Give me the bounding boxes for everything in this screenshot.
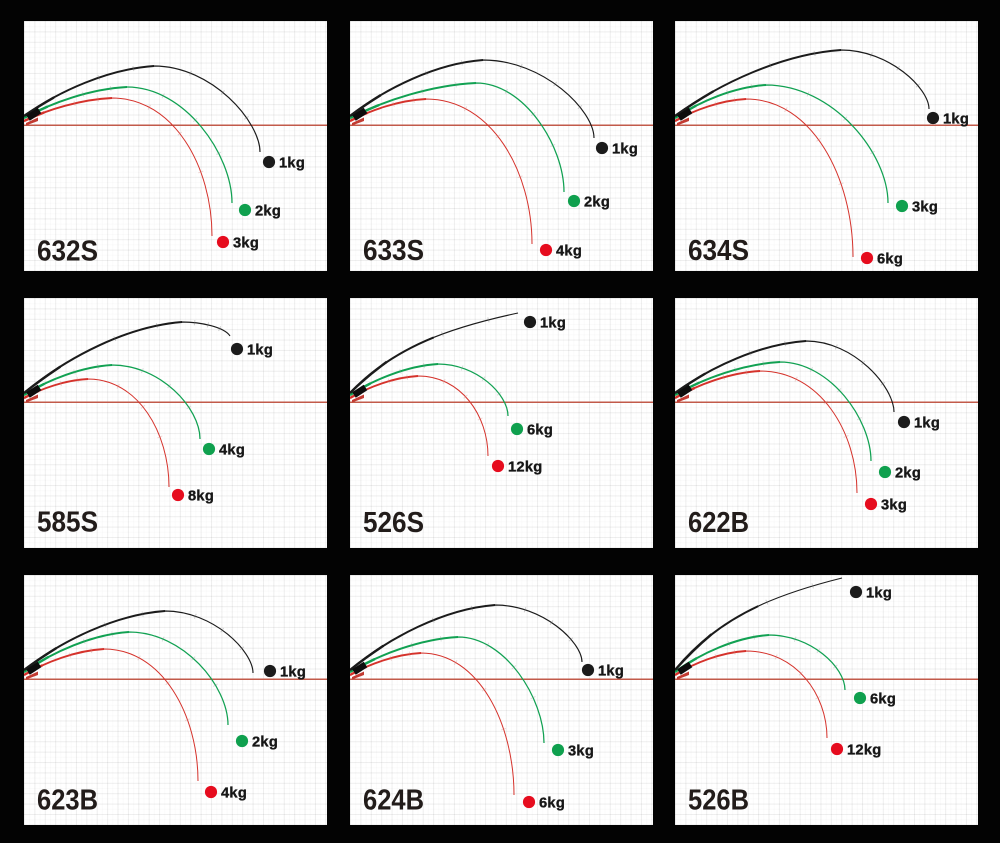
svg-text:3kg: 3kg [881,497,907,513]
svg-text:1kg: 1kg [540,315,566,331]
svg-text:12kg: 12kg [847,742,881,758]
svg-text:4kg: 4kg [556,243,582,259]
svg-text:623B: 623B [37,785,98,817]
svg-text:2kg: 2kg [584,194,610,210]
svg-text:3kg: 3kg [912,199,938,215]
svg-text:1kg: 1kg [280,664,306,680]
svg-text:2kg: 2kg [255,203,281,219]
svg-text:2kg: 2kg [252,734,278,750]
svg-text:622B: 622B [688,507,749,539]
svg-text:1kg: 1kg [866,585,892,601]
svg-text:4kg: 4kg [219,442,245,458]
svg-text:634S: 634S [688,235,749,267]
svg-text:1kg: 1kg [943,111,969,127]
svg-text:1kg: 1kg [247,342,273,358]
svg-text:1kg: 1kg [279,155,305,171]
svg-text:6kg: 6kg [527,422,553,438]
svg-text:6kg: 6kg [870,691,896,707]
svg-text:1kg: 1kg [598,663,624,679]
svg-text:2kg: 2kg [895,465,921,481]
svg-text:632S: 632S [37,235,98,267]
svg-text:3kg: 3kg [568,743,594,759]
svg-text:12kg: 12kg [508,459,542,475]
svg-text:1kg: 1kg [612,141,638,157]
svg-text:585S: 585S [37,507,98,539]
svg-text:1kg: 1kg [914,415,940,431]
svg-text:4kg: 4kg [221,785,247,801]
svg-text:6kg: 6kg [539,795,565,811]
svg-text:633S: 633S [363,235,424,267]
svg-text:3kg: 3kg [233,235,259,251]
svg-text:526S: 526S [363,507,424,539]
svg-text:624B: 624B [363,785,424,817]
svg-text:6kg: 6kg [877,251,903,267]
svg-text:8kg: 8kg [188,488,214,504]
svg-text:526B: 526B [688,785,749,817]
